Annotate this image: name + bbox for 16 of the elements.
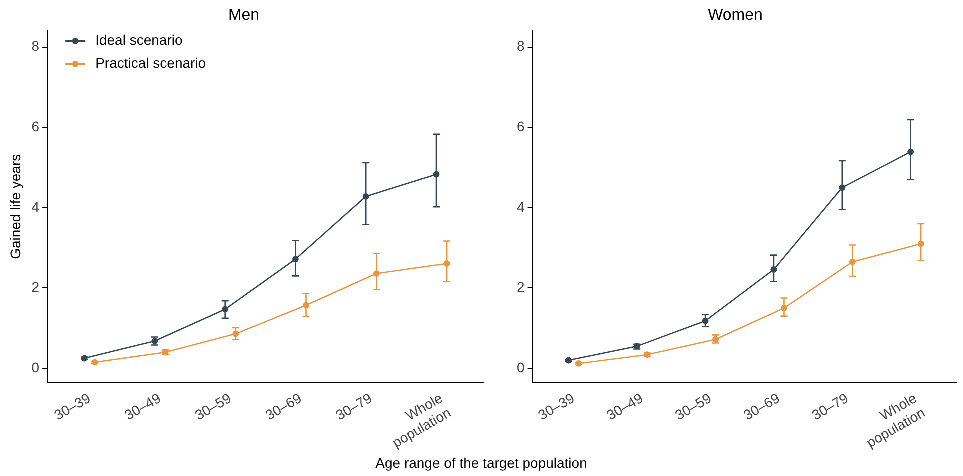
y-tick-label: 0 [32,359,40,376]
y-tick-label: 2 [32,279,40,296]
y-axis-title: Gained life years [7,154,24,260]
x-axis-title: Age range of the target population [374,455,588,471]
y-tick-label: 8 [32,38,40,54]
chart-title: Men [228,7,260,24]
legend-label: Ideal scenario [96,32,183,48]
y-tick-label: 0 [516,359,525,376]
y-tick-label: 6 [516,118,525,134]
y-tick-label: 2 [516,279,525,296]
y-tick-label: 8 [516,38,525,54]
y-tick-label: 4 [32,198,40,215]
y-tick-label: 4 [516,198,525,215]
legend-label: Practical scenario [96,55,206,72]
y-tick-label: 6 [32,118,40,134]
chart-title: Women [708,7,763,24]
